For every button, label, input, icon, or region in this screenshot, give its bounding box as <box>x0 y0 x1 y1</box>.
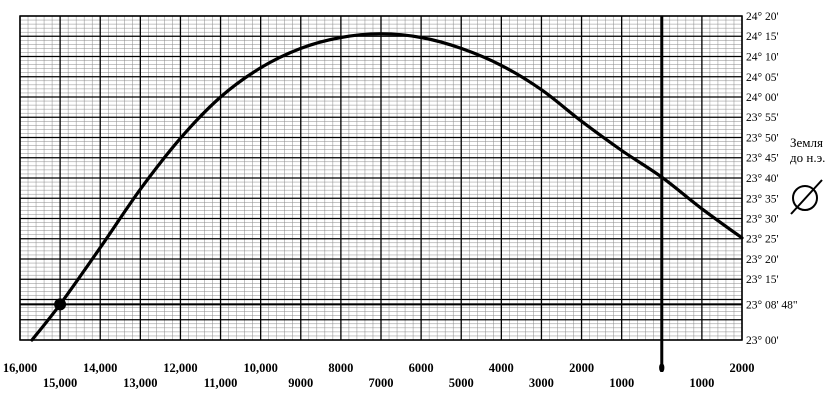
x-tick-label-top: 8000 <box>328 361 353 375</box>
x-tick-label-top: 6000 <box>409 361 434 375</box>
x-tick-label-top: 12,000 <box>163 361 197 375</box>
y-tick-label: 24° 00' <box>746 92 779 104</box>
y-tick-label: 23° 25' <box>746 234 779 246</box>
x-tick-label-bottom: 1000 <box>689 376 714 390</box>
y-tick-label: 23° 55' <box>746 112 779 124</box>
x-tick-label-top: 10,000 <box>244 361 278 375</box>
x-tick-label-bottom: 1000 <box>609 376 634 390</box>
reference-lines <box>20 16 742 372</box>
x-tick-label-bottom: 13,000 <box>123 376 157 390</box>
x-tick-label-bottom: 7000 <box>369 376 394 390</box>
y-tick-label: 23° 35' <box>746 193 779 205</box>
x-tick-label-top: 2000 <box>730 361 755 375</box>
y-tick-label: 24° 20' <box>746 11 779 23</box>
y-tick-label: 23° 00' <box>746 335 779 347</box>
x-tick-label-bottom: 9000 <box>288 376 313 390</box>
x-tick-label-top: 2000 <box>569 361 594 375</box>
y-tick-label: 24° 05' <box>746 72 779 84</box>
x-tick-label-top: 16,000 <box>3 361 37 375</box>
x-tick-label-top: 4000 <box>489 361 514 375</box>
x-tick-label-bottom: 11,000 <box>204 376 238 390</box>
marker-layer <box>54 298 67 311</box>
earth-axis-icon <box>790 179 823 215</box>
side-label-line2: до н.э. <box>790 150 825 165</box>
x-tick-labels-bottom-row: 15,000 13,000 11,000 9000 7000 5000 3000 1000 10… <box>43 376 714 390</box>
plot-frame <box>19 15 743 341</box>
y-tick-label: 23° 30' <box>746 214 779 226</box>
x-tick-label-bottom: 3000 <box>529 376 554 390</box>
y-tick-label: 23° 15' <box>746 274 779 286</box>
y-tick-label: 23° 08' 48" <box>746 299 798 311</box>
x-tick-labels-top-row: 16,000 14,000 12,000 10,000 8000 6000 4000 2000… <box>3 361 755 375</box>
x-tick-label-bottom: 15,000 <box>43 376 77 390</box>
x-tick-label-top: 0 <box>659 361 665 375</box>
y-tick-label: 23° 45' <box>746 153 779 165</box>
y-tick-label: 24° 15' <box>746 31 779 43</box>
side-label-line1: Земля <box>790 135 823 150</box>
obliquity-curve <box>30 32 744 342</box>
y-tick-label: 23° 20' <box>746 254 779 266</box>
x-tick-label-bottom: 5000 <box>449 376 474 390</box>
y-tick-label: 23° 40' <box>746 173 779 185</box>
marked-point <box>54 298 67 311</box>
y-tick-label: 23° 50' <box>746 133 779 145</box>
y-tick-label: 24° 10' <box>746 52 779 64</box>
x-tick-label-top: 14,000 <box>83 361 117 375</box>
y-tick-labels: 24° 20' 24° 15' 24° 10' 24° 05' 24° 00' 23° 5… <box>746 11 798 347</box>
